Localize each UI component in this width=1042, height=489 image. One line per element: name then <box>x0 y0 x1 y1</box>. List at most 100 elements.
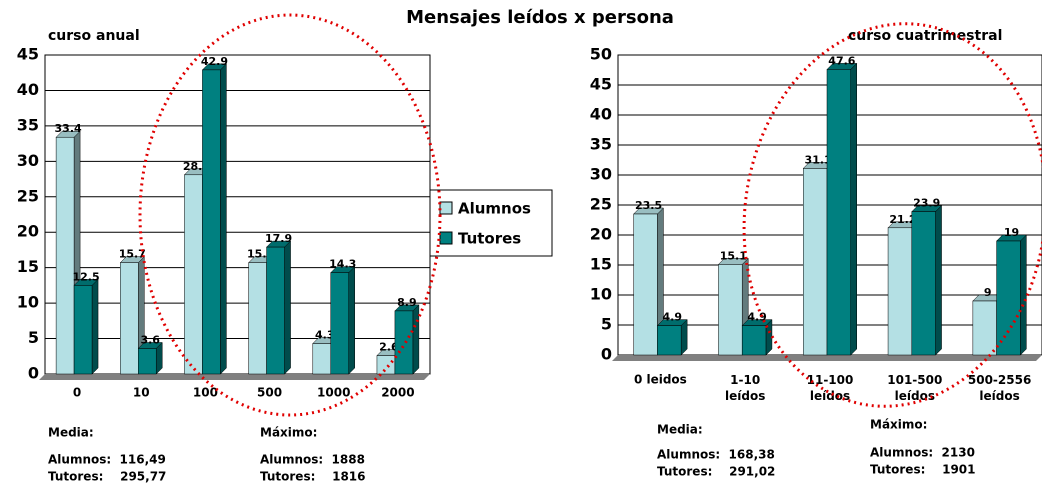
bar-side <box>850 62 857 356</box>
bar <box>202 69 221 375</box>
bar-side <box>935 204 942 356</box>
y-tick-label: 25 <box>17 186 39 205</box>
stat-note: Alumnos: 2130 <box>870 446 975 460</box>
x-tick-label: 2000 <box>381 386 414 400</box>
bar <box>376 355 396 375</box>
y-tick-label: 40 <box>590 105 612 124</box>
stat-note: Media: <box>48 426 94 440</box>
bar <box>657 325 682 356</box>
x-tick-label: 10 <box>133 386 150 400</box>
data-label: 12.5 <box>72 270 99 283</box>
y-tick-label: 50 <box>590 45 612 64</box>
bar-side <box>412 304 420 375</box>
y-tick-label: 15 <box>17 257 39 276</box>
y-tick-label: 20 <box>590 225 612 244</box>
floor <box>612 355 1042 361</box>
data-label: 2.6 <box>379 341 399 354</box>
data-label: 9 <box>984 286 992 299</box>
stat-note: Alumnos: 1888 <box>260 453 365 467</box>
bar <box>55 136 75 375</box>
y-tick-label: 0 <box>28 364 39 383</box>
data-label: 19 <box>1004 226 1019 239</box>
bar <box>803 168 828 356</box>
bar <box>120 262 139 375</box>
bar <box>73 285 93 375</box>
data-label: 14.3 <box>329 258 356 271</box>
y-tick-label: 20 <box>17 222 39 241</box>
bar <box>887 227 913 356</box>
stat-note: Máximo: <box>870 418 927 432</box>
page-title: Mensajes leídos x persona <box>406 7 674 28</box>
data-label: 8.9 <box>397 296 417 309</box>
stat-note: Máximo: <box>260 426 317 440</box>
x-tick-label: 11-100 leídos <box>807 373 854 403</box>
chart-title: curso anual <box>48 28 140 44</box>
bar <box>312 343 331 375</box>
data-label: 15.1 <box>720 249 747 262</box>
legend-label: Tutores <box>458 230 521 248</box>
y-tick-label: 0 <box>601 345 612 364</box>
bar <box>911 211 936 356</box>
x-tick-label: 1000 <box>317 386 350 400</box>
data-label: 42.9 <box>201 55 228 68</box>
data-label: 4.9 <box>747 311 767 324</box>
bar <box>996 240 1021 356</box>
bar <box>633 213 658 356</box>
bar-side <box>284 240 291 375</box>
bar <box>741 325 767 356</box>
bar <box>248 262 267 375</box>
data-label: 15.7 <box>119 248 146 261</box>
x-tick-label: 0 <box>73 386 81 400</box>
y-tick-label: 30 <box>17 151 39 170</box>
data-label: 23.9 <box>913 197 940 210</box>
bar <box>718 264 743 356</box>
y-tick-label: 10 <box>17 293 39 312</box>
y-tick-label: 30 <box>590 165 612 184</box>
bar <box>394 310 414 375</box>
bar-side <box>348 266 355 375</box>
y-tick-label: 10 <box>590 285 612 304</box>
stat-note: Tutores: 1816 <box>260 470 366 484</box>
y-tick-label: 45 <box>590 75 612 94</box>
bar <box>266 246 285 375</box>
y-tick-label: 15 <box>590 255 612 274</box>
y-tick-label: 45 <box>17 45 39 64</box>
y-tick-label: 35 <box>17 115 39 134</box>
data-label: 3.6 <box>140 333 160 346</box>
stat-note: Alumnos: 168,38 <box>657 448 775 462</box>
y-tick-label: 40 <box>17 80 39 99</box>
y-tick-label: 5 <box>601 315 612 334</box>
bar <box>972 300 997 356</box>
legend-label: Alumnos <box>458 200 531 218</box>
legend <box>429 189 553 257</box>
x-tick-label: 1-10 leídos <box>725 373 765 403</box>
floor <box>39 374 430 380</box>
data-label: 21.2 <box>889 213 916 226</box>
data-label: 4.9 <box>663 311 683 324</box>
y-tick-label: 5 <box>28 328 39 347</box>
x-tick-label: 100 <box>193 386 218 400</box>
plot-wall <box>44 54 431 375</box>
data-label: 31.1 <box>805 153 832 166</box>
bar <box>138 348 157 375</box>
legend-box <box>429 189 553 257</box>
bar-side <box>91 278 99 375</box>
x-tick-label: 101-500 leídos <box>887 373 942 403</box>
data-label: 23.5 <box>635 199 662 212</box>
stat-note: Alumnos: 116,49 <box>48 453 166 467</box>
bar-side <box>1020 234 1027 356</box>
x-tick-label: 500 <box>257 386 282 400</box>
y-tick-label: 35 <box>590 135 612 154</box>
data-label: 17.9 <box>265 232 292 245</box>
stat-note: Tutores: 295,77 <box>48 470 166 484</box>
bar-side <box>220 63 227 375</box>
stat-note: Media: <box>657 423 703 437</box>
data-label: 33.4 <box>55 122 82 135</box>
x-tick-label: 500-2556 leídos <box>968 373 1031 403</box>
x-tick-label: 0 leidos <box>634 373 687 387</box>
data-label: 47.6 <box>828 54 855 67</box>
highlight-ellipse <box>138 13 442 417</box>
stat-note: Tutores: 291,02 <box>657 465 775 479</box>
legend-swatch <box>439 201 453 215</box>
